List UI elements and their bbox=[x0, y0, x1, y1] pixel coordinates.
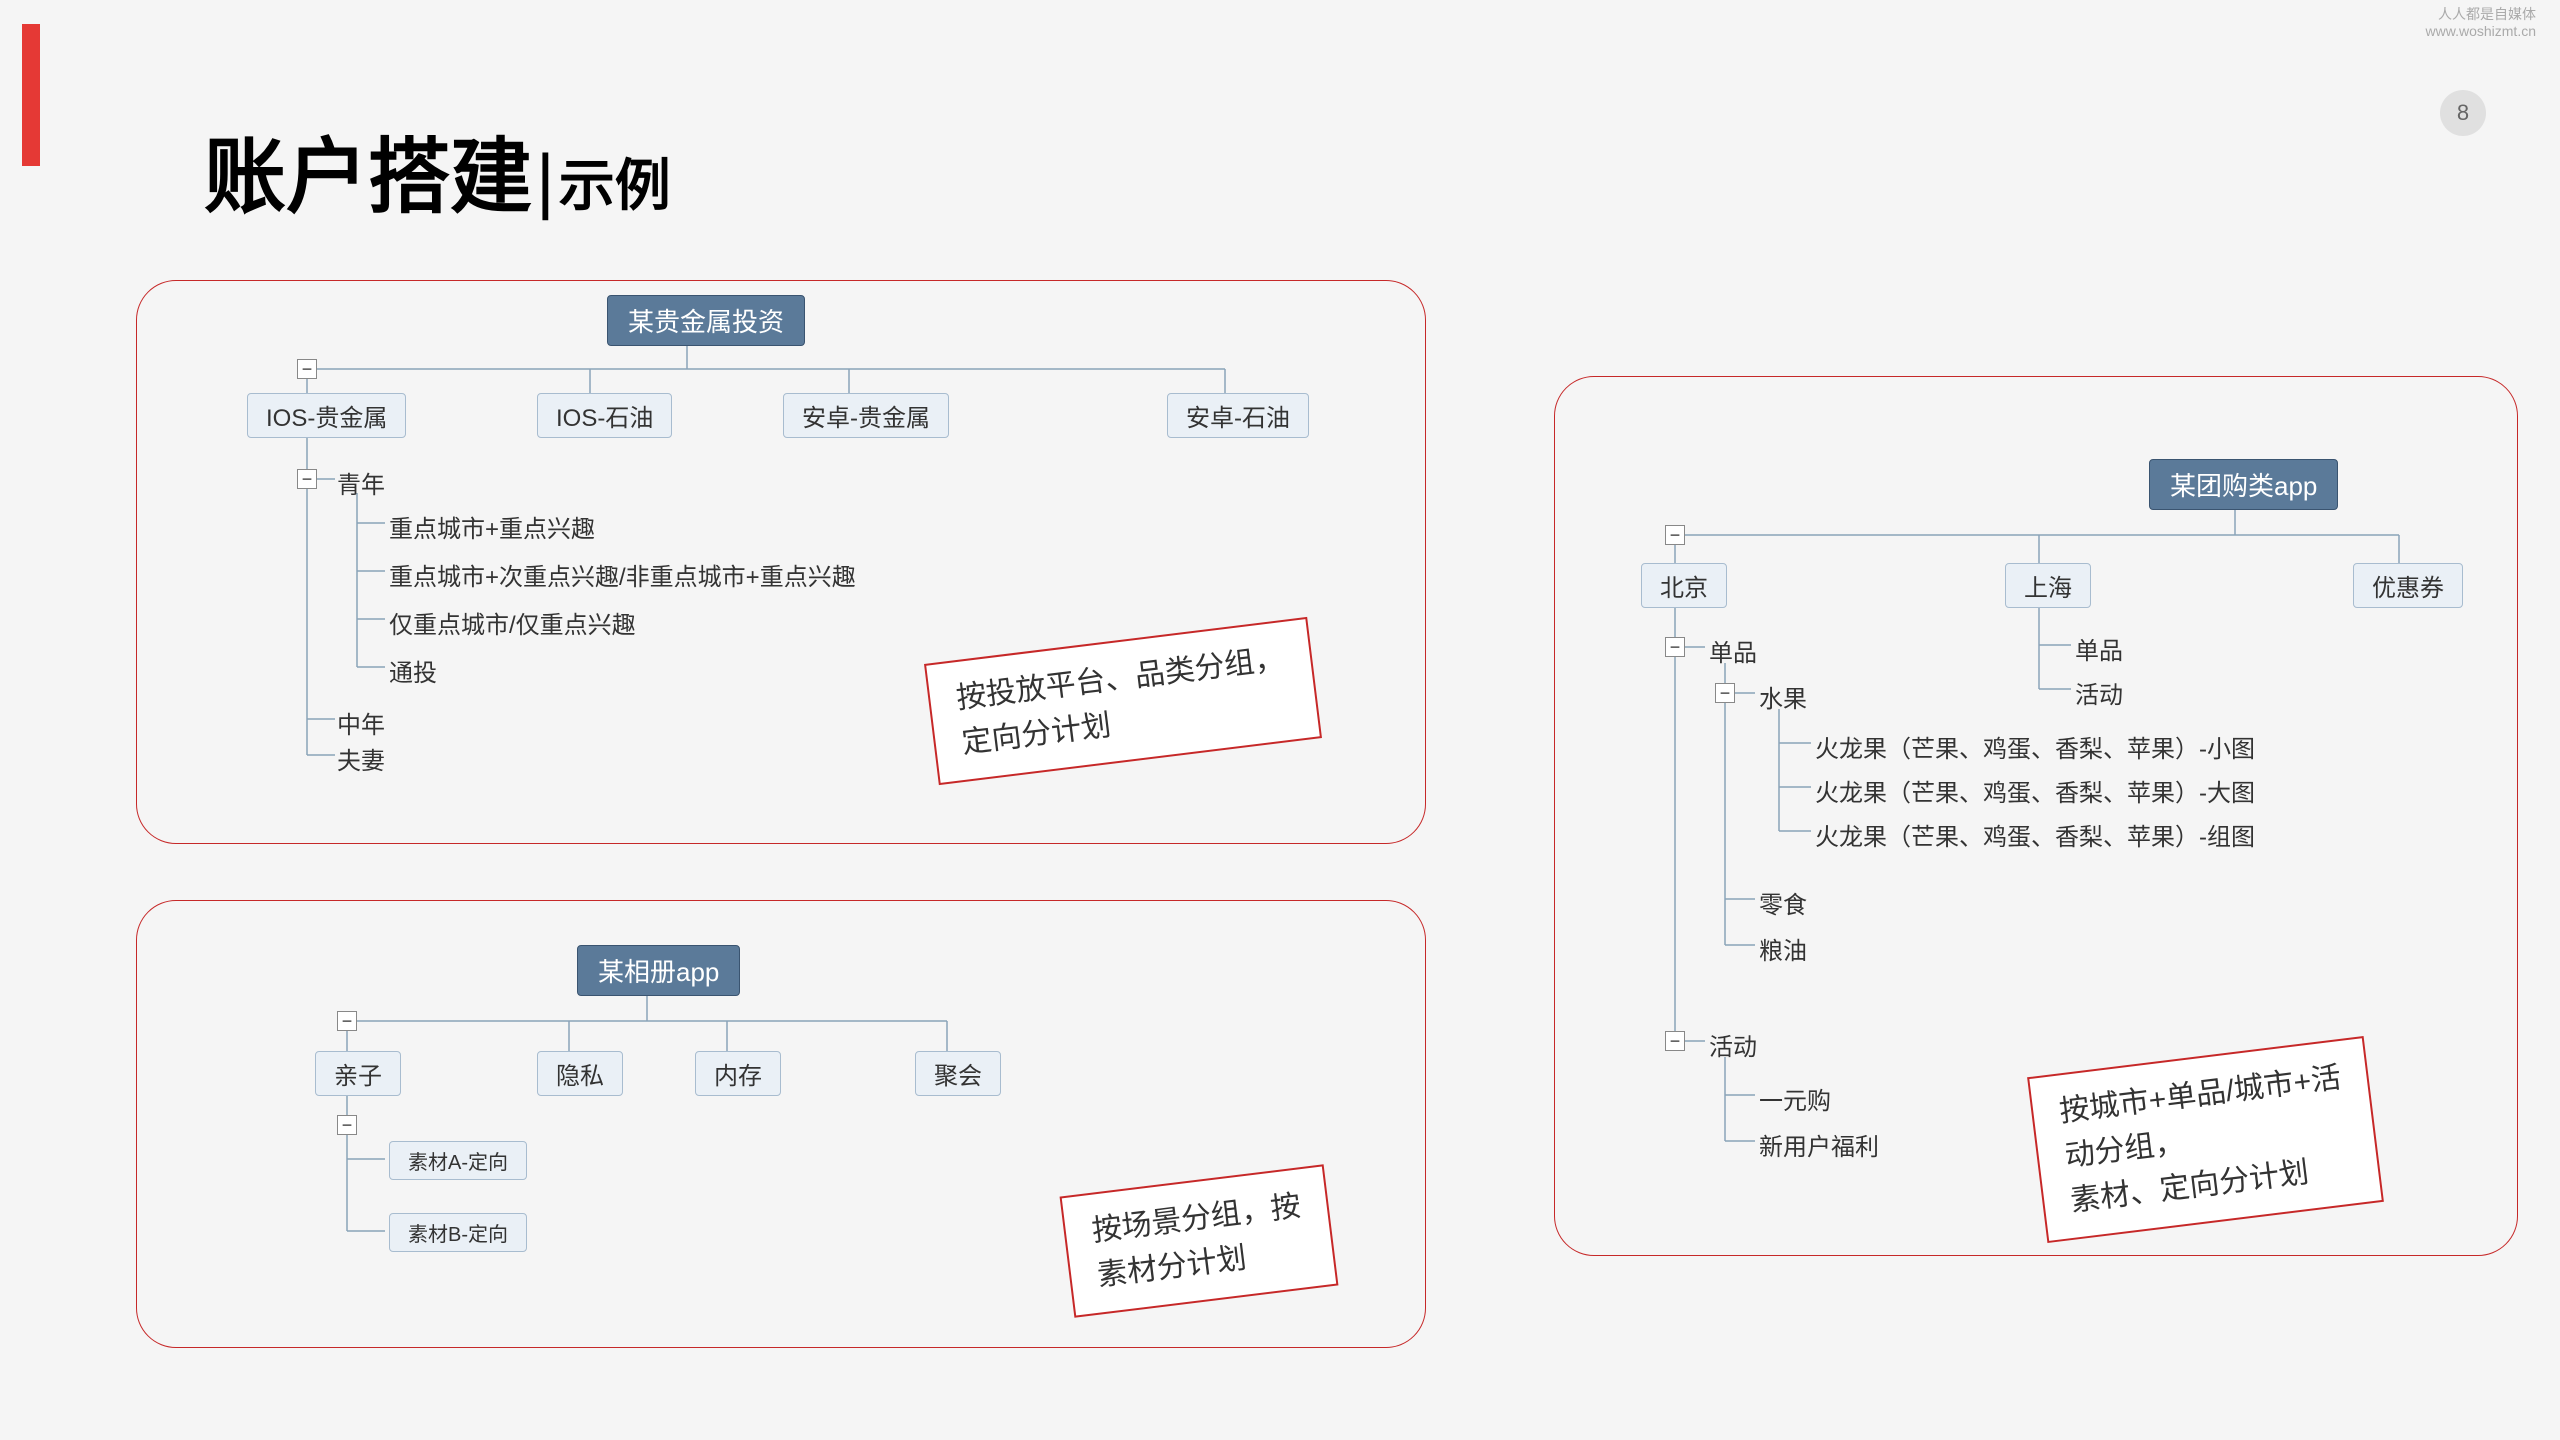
panel2-qinzi-1: 素材B-定向 bbox=[389, 1213, 527, 1252]
panel-metal-investment: 某贵金属投资 − IOS-贵金属 IOS-石油 安卓-贵金属 安卓-石油 − 青… bbox=[136, 280, 1426, 844]
panel3-child-1: 上海 bbox=[2005, 563, 2091, 608]
panel3-child-2: 优惠券 bbox=[2353, 563, 2463, 608]
panel1-note-text: 按投放平台、品类分组， 定向分计划 bbox=[954, 636, 1293, 766]
minus-icon[interactable]: − bbox=[297, 469, 317, 489]
panel1-root: 某贵金属投资 bbox=[607, 295, 805, 346]
bj-danpin: 单品 bbox=[1709, 633, 1757, 668]
panel2-note-text: 按场景分组，按 素材分计划 bbox=[1089, 1184, 1308, 1299]
page-number: 8 bbox=[2457, 100, 2469, 126]
panel1-child-1: IOS-石油 bbox=[537, 393, 672, 438]
panel1-couple: 夫妻 bbox=[337, 741, 385, 776]
minus-icon[interactable]: − bbox=[1715, 683, 1735, 703]
bj-activity-0: 一元购 bbox=[1759, 1081, 1831, 1116]
minus-icon[interactable]: − bbox=[337, 1115, 357, 1135]
panel1-child-2: 安卓-贵金属 bbox=[783, 393, 949, 438]
bj-fruit: 水果 bbox=[1759, 679, 1807, 714]
panel2-child-0: 亲子 bbox=[315, 1051, 401, 1096]
panel3-child-0: 北京 bbox=[1641, 563, 1727, 608]
bj-fruit-0: 火龙果（芒果、鸡蛋、香梨、苹果）-小图 bbox=[1815, 729, 2255, 764]
bj-activity-1: 新用户福利 bbox=[1759, 1127, 1879, 1162]
minus-icon[interactable]: − bbox=[1665, 525, 1685, 545]
page-title: 账户搭建|示例 bbox=[204, 110, 671, 229]
title-main: 账户搭建 bbox=[204, 132, 532, 223]
panel2-child-1: 隐私 bbox=[537, 1051, 623, 1096]
panel1-youth-2: 仅重点城市/仅重点兴趣 bbox=[389, 605, 636, 640]
accent-bar bbox=[22, 24, 40, 166]
bj-grain: 粮油 bbox=[1759, 931, 1807, 966]
panel1-child-3: 安卓-石油 bbox=[1167, 393, 1309, 438]
panel1-youth-0: 重点城市+重点兴趣 bbox=[389, 509, 595, 544]
panel1-youth-1: 重点城市+次重点兴趣/非重点城市+重点兴趣 bbox=[389, 557, 856, 592]
title-sub: 示例 bbox=[559, 154, 671, 217]
panel2-child-2: 内存 bbox=[695, 1051, 781, 1096]
minus-icon[interactable]: − bbox=[337, 1011, 357, 1031]
panel2-qinzi-0: 素材A-定向 bbox=[389, 1141, 527, 1180]
watermark-line1: 人人都是自媒体 bbox=[2426, 6, 2536, 23]
panel1-youth: 青年 bbox=[337, 465, 385, 500]
panel1-middle: 中年 bbox=[337, 705, 385, 740]
bj-snack: 零食 bbox=[1759, 885, 1807, 920]
watermark-line2: www.woshizmt.cn bbox=[2426, 23, 2536, 40]
panel2-child-3: 聚会 bbox=[915, 1051, 1001, 1096]
panel3-root: 某团购类app bbox=[2149, 459, 2338, 510]
sh-1: 活动 bbox=[2075, 675, 2123, 710]
panel1-child-0: IOS-贵金属 bbox=[247, 393, 406, 438]
bj-activity: 活动 bbox=[1709, 1027, 1757, 1062]
watermark: 人人都是自媒体 www.woshizmt.cn bbox=[2426, 6, 2536, 40]
minus-icon[interactable]: − bbox=[297, 359, 317, 379]
panel2-root: 某相册app bbox=[577, 945, 740, 996]
title-sep: | bbox=[536, 141, 555, 221]
page-number-badge: 8 bbox=[2440, 90, 2486, 136]
panel3-note-text: 按城市+单品/城市+活 动分组， 素材、定向分计划 bbox=[2057, 1055, 2355, 1224]
panel1-youth-3: 通投 bbox=[389, 653, 437, 688]
bj-fruit-2: 火龙果（芒果、鸡蛋、香梨、苹果）-组图 bbox=[1815, 817, 2255, 852]
minus-icon[interactable]: − bbox=[1665, 637, 1685, 657]
sh-0: 单品 bbox=[2075, 631, 2123, 666]
minus-icon[interactable]: − bbox=[1665, 1031, 1685, 1051]
bj-fruit-1: 火龙果（芒果、鸡蛋、香梨、苹果）-大图 bbox=[1815, 773, 2255, 808]
